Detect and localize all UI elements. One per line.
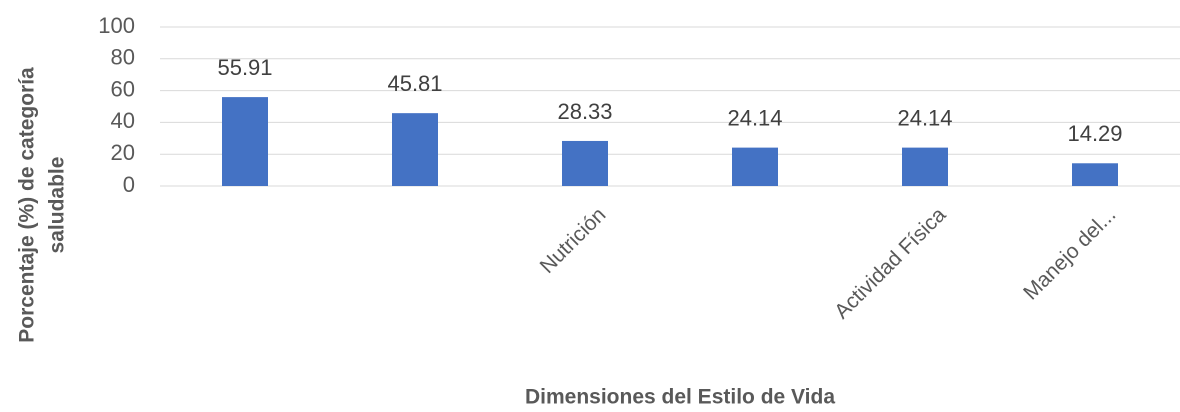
- y-tick-label: 80: [111, 45, 135, 70]
- bar: [562, 140, 608, 186]
- y-tick-label: 0: [123, 172, 135, 197]
- data-label: 24.14: [897, 105, 952, 130]
- y-tick-label: 60: [111, 76, 135, 101]
- y-tick-label: 100: [98, 13, 135, 38]
- y-axis-label: saludable: [46, 157, 69, 254]
- bar: [1072, 163, 1118, 186]
- bar: [902, 147, 948, 186]
- data-label: 28.33: [557, 99, 612, 124]
- bar: [392, 113, 438, 186]
- y-tick-label: 20: [111, 140, 135, 165]
- bar: [732, 147, 778, 186]
- data-label: 45.81: [387, 71, 442, 96]
- data-label: 24.14: [727, 105, 782, 130]
- y-axis-label: Porcentaje (%) de categoría: [16, 67, 39, 343]
- data-label: 14.29: [1067, 121, 1122, 146]
- x-tick-label: Manejo del...: [1019, 203, 1120, 304]
- y-tick-label: 40: [111, 108, 135, 133]
- x-tick-label: Actividad Física: [830, 203, 950, 323]
- x-axis-label: Dimensiones del Estilo de Vida: [525, 386, 835, 409]
- bar: [222, 97, 268, 186]
- data-label: 55.91: [217, 55, 272, 80]
- x-tick-label: Nutrición: [536, 203, 611, 278]
